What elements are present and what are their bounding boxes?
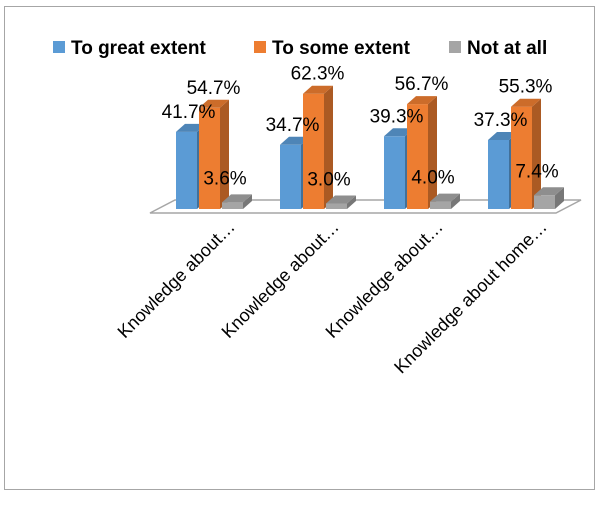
data-label-some-extent-3: 56.7% — [395, 74, 449, 95]
bar-some-extent-4 — [511, 98, 541, 209]
legend-label-some-extent: To some extent — [272, 38, 411, 59]
data-labels-layer: 41.7% 54.7% 3.6% 34.7% 62.3% 3.0% 39.3% 56.7% 4.… — [162, 64, 559, 191]
bar-some-extent-3 — [407, 96, 437, 209]
bar-some-extent-2 — [303, 85, 333, 209]
legend-swatch-not-at-all — [449, 41, 461, 53]
chart-floor — [149, 199, 582, 214]
legend-label-not-at-all: Not at all — [467, 38, 547, 59]
bar-not-at-all-3 — [430, 193, 460, 209]
bars-layer — [176, 85, 564, 209]
category-label-2: Knowledge about… — [218, 217, 343, 342]
bar-not-at-all-2 — [326, 195, 356, 209]
legend-swatch-great-extent — [53, 41, 65, 53]
data-label-great-extent-4: 37.3% — [474, 110, 528, 131]
data-label-not-at-all-3: 4.0% — [411, 168, 454, 189]
bar-some-extent-1 — [199, 99, 229, 209]
category-labels-layer: Knowledge about…Knowledge about…Knowledg… — [114, 217, 551, 378]
data-label-great-extent-3: 39.3% — [370, 106, 424, 127]
data-label-great-extent-1: 41.7% — [162, 102, 216, 123]
data-label-some-extent-4: 55.3% — [499, 77, 553, 98]
data-label-not-at-all-2: 3.0% — [307, 169, 350, 190]
data-label-not-at-all-1: 3.6% — [203, 168, 246, 189]
legend-swatch-some-extent — [254, 41, 266, 53]
legend-label-great-extent: To great extent — [71, 38, 206, 59]
legend: To great extent To some extent Not at al… — [53, 38, 547, 59]
chart-frame — [4, 6, 595, 490]
data-label-great-extent-2: 34.7% — [266, 115, 320, 136]
data-label-not-at-all-4: 7.4% — [515, 161, 558, 182]
category-label-3: Knowledge about… — [322, 217, 447, 342]
bar-not-at-all-4 — [534, 187, 564, 209]
bar-not-at-all-1 — [222, 194, 252, 209]
data-label-some-extent-1: 54.7% — [187, 78, 241, 99]
data-label-some-extent-2: 62.3% — [291, 64, 345, 85]
category-label-1: Knowledge about… — [114, 217, 239, 342]
